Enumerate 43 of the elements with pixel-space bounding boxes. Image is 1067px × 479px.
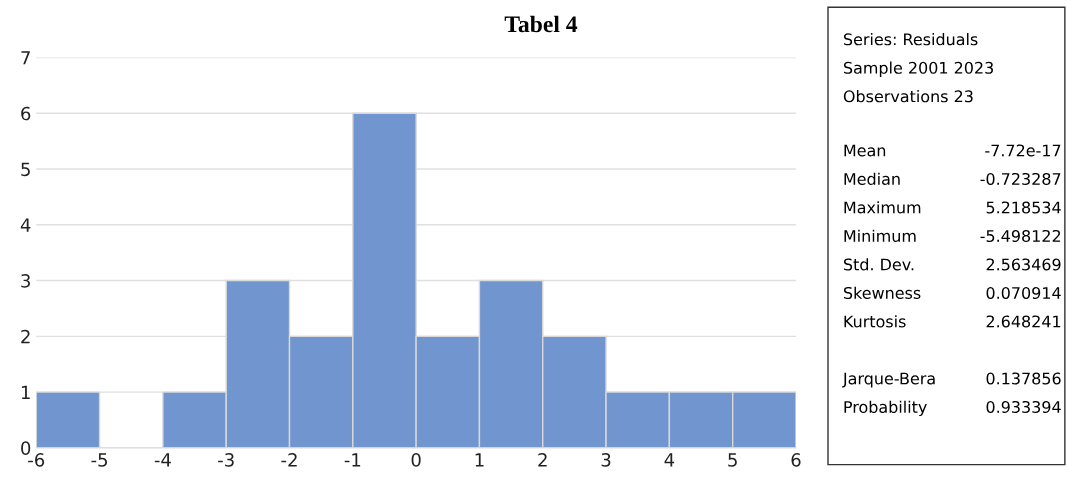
text: -7.72e-17 xyxy=(985,144,1061,157)
text: Kurtosis xyxy=(844,315,906,328)
x-tick-label: 1 xyxy=(475,453,484,467)
y-tick-label: 0 xyxy=(21,441,31,455)
y-tick-label: 6 xyxy=(21,106,31,121)
text: -0.723287 xyxy=(980,172,1061,185)
text: Probability xyxy=(844,400,927,417)
text: 5.218534 xyxy=(986,201,1061,214)
x-tick-label: -5 xyxy=(91,453,108,467)
x-tick-label: -2 xyxy=(281,453,297,467)
x-tick-label: -6 xyxy=(28,453,45,467)
y-tick-label: 4 xyxy=(20,218,31,232)
x-tick-label: 0 xyxy=(411,453,421,467)
y-tick-label: 7 xyxy=(21,51,30,65)
x-tick-label: 3 xyxy=(601,453,611,467)
text: Std. Dev. xyxy=(843,258,914,271)
x-tick-label: 4 xyxy=(664,453,675,467)
text: 0.070914 xyxy=(986,286,1061,299)
text: 2.648241 xyxy=(986,315,1061,328)
y-tick-label: 3 xyxy=(21,274,30,288)
text: -5.498122 xyxy=(980,229,1061,242)
y-tick-label: 5 xyxy=(21,162,30,177)
text: Observations 23 xyxy=(843,89,973,103)
x-tick-label: -3 xyxy=(218,453,234,467)
text: Jarque-Bera xyxy=(842,372,935,388)
text: Minimum xyxy=(844,229,916,242)
text: 0.137856 xyxy=(986,372,1061,385)
text: Median xyxy=(844,172,900,185)
x-tick-label: 6 xyxy=(791,453,801,467)
text: Mean xyxy=(844,144,886,157)
chart-title: Tabel 4 xyxy=(504,15,578,33)
x-tick-label: -4 xyxy=(154,453,171,467)
x-tick-label: 5 xyxy=(728,453,737,467)
x-tick-label: 2 xyxy=(538,453,547,467)
text: Series: Residuals xyxy=(843,32,978,46)
y-tick-label: 2 xyxy=(21,329,30,344)
text: Skewness xyxy=(843,286,921,299)
text: 0.933394 xyxy=(986,400,1061,414)
y-tick-label: 1 xyxy=(21,385,30,399)
text: Sample 2001 2023 xyxy=(843,61,993,77)
text: 2.563469 xyxy=(986,258,1061,271)
text: Maximum xyxy=(844,201,921,214)
x-tick-label: -1 xyxy=(344,453,361,467)
